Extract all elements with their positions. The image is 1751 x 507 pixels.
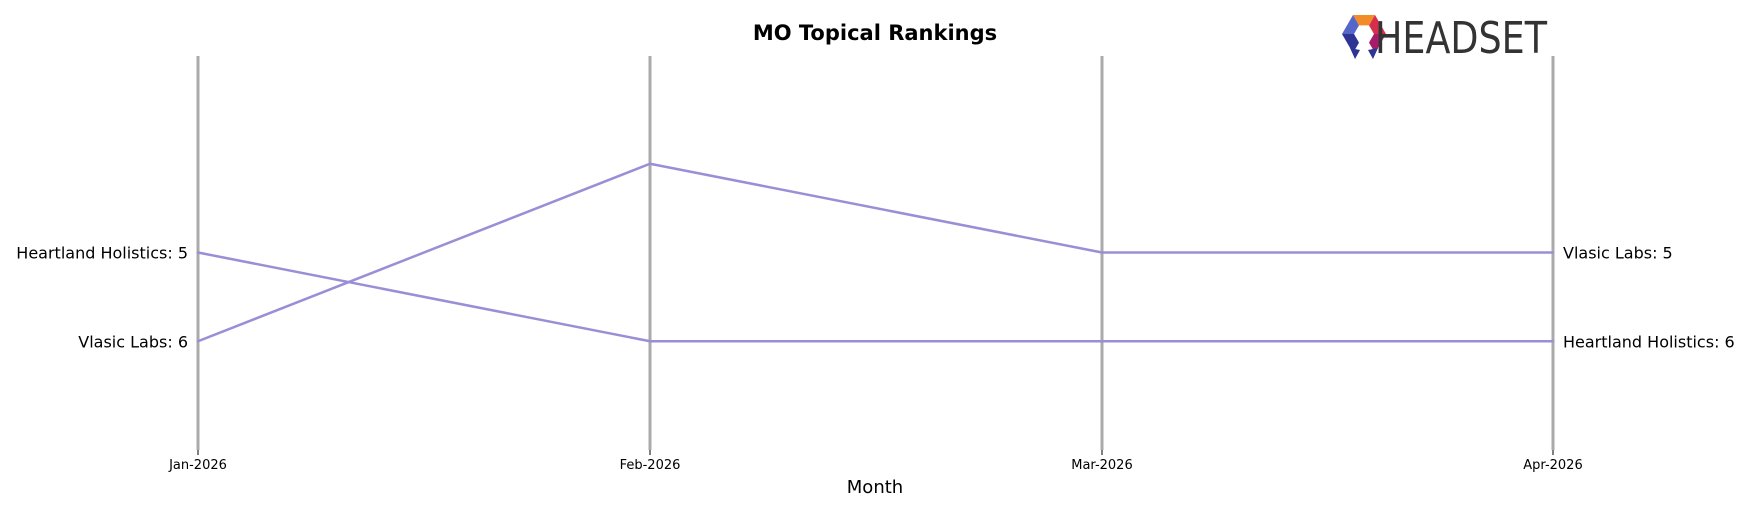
series-line-vlasic-labs [196,162,1555,343]
logo-segment [1369,34,1386,54]
logo-segment [1342,34,1359,54]
month-gridlines [196,56,1555,455]
headset-logo-text: HEADSET [1375,13,1547,64]
chart-title: MO Topical Rankings [753,21,997,45]
end-label: Vlasic Labs: 5 [1563,244,1673,263]
logo-segment [1369,14,1386,34]
series-lines [196,162,1555,343]
x-tick-labels: Jan-2026 Feb-2026 Mar-2026 Apr-2026 [168,458,1583,473]
end-label: Heartland Holistics: 6 [1563,332,1735,351]
x-axis-label: Month [847,477,903,498]
logo-foot-left [1350,48,1360,59]
start-label: Heartland Holistics: 5 [16,244,188,263]
series-line-heartland-holistics [196,251,1555,343]
headset-logo-mark [1342,14,1386,59]
x-tick-label-feb-2026: Feb-2026 [620,458,681,473]
x-tick-label-apr-2026: Apr-2026 [1523,458,1582,473]
x-tick-label-jan-2026: Jan-2026 [168,458,227,473]
start-label: Vlasic Labs: 6 [78,332,188,351]
rank-labels: Heartland Holistics: 5 Vlasic Labs: 6 Vlas… [16,244,1734,352]
logo-segment [1353,14,1375,26]
x-tick-label-mar-2026: Mar-2026 [1071,458,1132,473]
logo-foot-right [1368,48,1378,59]
headset-logo: HEADSET [1342,13,1547,64]
logo-segment [1342,14,1359,34]
